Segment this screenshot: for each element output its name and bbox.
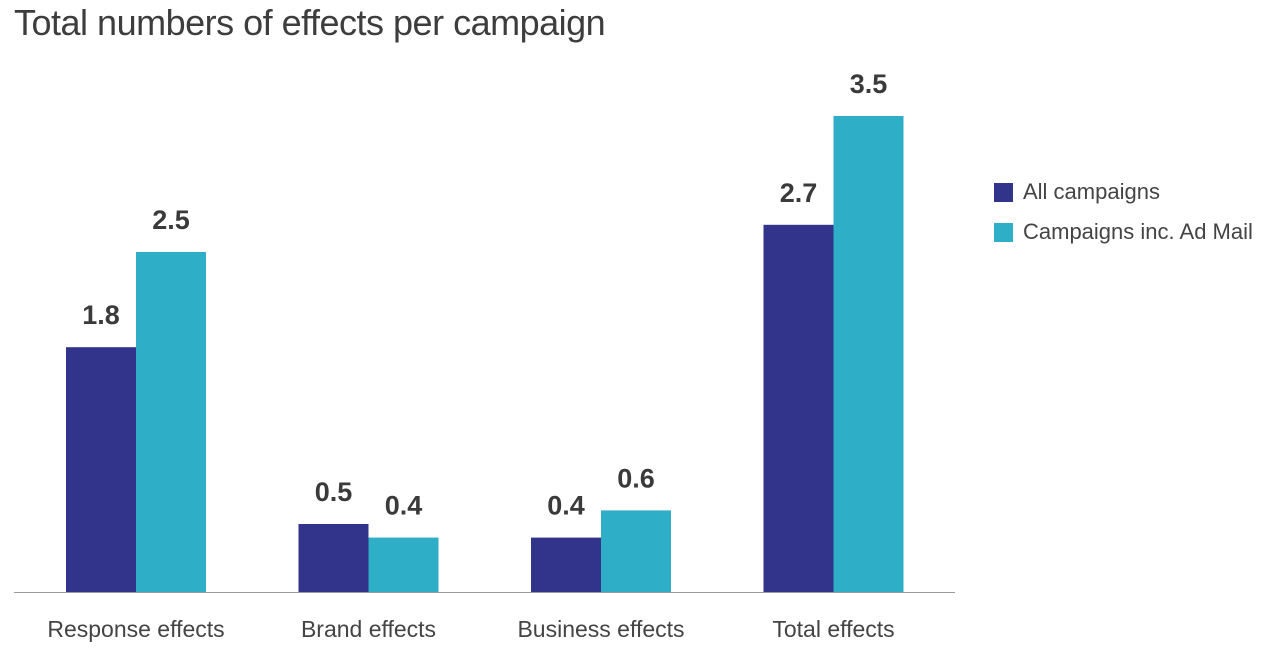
- bar-chart: 1.8 2.5 Response effects 0.5 0.4 Brand effect…: [14, 69, 955, 642]
- data-label-brand-effects-campaigns-inc-ad-mail: 0.4: [385, 491, 423, 521]
- data-label-response-effects-campaigns-inc-ad-mail: 2.5: [152, 205, 190, 235]
- data-label-response-effects-all-campaigns: 1.8: [82, 300, 120, 330]
- data-label-business-effects-campaigns-inc-ad-mail: 0.6: [617, 463, 655, 493]
- bar-response-effects-campaigns-inc-ad-mail: [136, 252, 206, 592]
- bar-business-effects-campaigns-inc-ad-mail: [601, 510, 671, 592]
- bar-business-effects-all-campaigns: [531, 537, 601, 592]
- x-tick-label-business-effects: Business effects: [517, 616, 684, 642]
- bar-brand-effects-all-campaigns: [298, 524, 369, 592]
- data-label-business-effects-all-campaigns: 0.4: [547, 491, 585, 521]
- x-tick-label-total-effects: Total effects: [772, 616, 894, 642]
- bar-total-effects-campaigns-inc-ad-mail: [833, 116, 904, 592]
- bar-total-effects-all-campaigns: [763, 224, 834, 593]
- x-tick-label-response-effects: Response effects: [47, 616, 224, 642]
- legend-label: Campaigns inc. Ad Mail: [1023, 219, 1253, 244]
- chart-title: Total numbers of effects per campaign: [14, 2, 606, 43]
- legend-label: All campaigns: [1023, 179, 1160, 204]
- data-label-brand-effects-all-campaigns: 0.5: [315, 477, 353, 507]
- data-label-total-effects-all-campaigns: 2.7: [780, 178, 818, 208]
- legend: All campaigns Campaigns inc. Ad Mail: [994, 172, 1253, 252]
- legend-item-campaigns-inc-ad-mail: Campaigns inc. Ad Mail: [994, 212, 1253, 252]
- legend-item-all-campaigns: All campaigns: [994, 172, 1253, 212]
- bar-brand-effects-campaigns-inc-ad-mail: [368, 537, 439, 592]
- data-label-total-effects-campaigns-inc-ad-mail: 3.5: [850, 69, 888, 99]
- legend-swatch-campaigns-inc-ad-mail: [994, 222, 1013, 242]
- legend-swatch-all-campaigns: [994, 182, 1013, 202]
- bar-response-effects-all-campaigns: [66, 347, 136, 592]
- x-tick-label-brand-effects: Brand effects: [301, 616, 436, 642]
